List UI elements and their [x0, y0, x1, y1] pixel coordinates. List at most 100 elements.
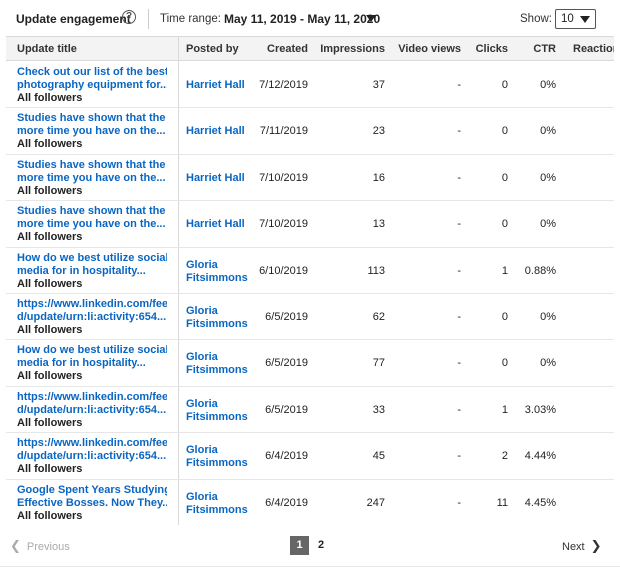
update-title-link[interactable]: Studies have shown that the more time you… — [17, 112, 167, 138]
column-header-impressions[interactable]: Impressions — [320, 43, 385, 55]
ctr-value: 3.03% — [524, 403, 556, 416]
ctr-value: 0% — [540, 125, 556, 138]
ctr-value: 0% — [540, 311, 556, 323]
divider — [0, 566, 620, 567]
update-title-link[interactable]: https://www.linkedin.com/fee d/update/urn… — [17, 391, 167, 417]
table-row[interactable]: https://www.linkedin.com/fee d/update/urn… — [6, 387, 614, 434]
video-views-value: - — [457, 79, 461, 91]
column-header-video-views[interactable]: Video views — [398, 43, 461, 55]
video-views-value: - — [457, 311, 461, 323]
page-1-button[interactable]: 1 — [290, 536, 309, 555]
impressions-value: 37 — [372, 79, 385, 91]
created-date: 7/12/2019 — [259, 79, 308, 91]
clicks-value: 0 — [501, 125, 508, 138]
chevron-left-icon: ❮ — [10, 538, 21, 553]
caret-down-icon[interactable] — [366, 15, 376, 22]
ctr-value: 0% — [540, 357, 556, 370]
update-title-link[interactable]: https://www.linkedin.com/fee d/update/urn… — [17, 437, 167, 463]
posted-by-link[interactable]: Harriet Hall — [186, 125, 245, 138]
time-range-label: Time range: — [160, 13, 221, 25]
show-count-select[interactable]: 10 — [555, 9, 596, 29]
update-title-link[interactable]: Google Spent Years Studying Effective Bos… — [17, 484, 167, 510]
poster-name-line: Fitsimmons — [186, 318, 248, 330]
video-views-value: - — [457, 125, 461, 138]
created-date: 7/10/2019 — [259, 171, 308, 184]
clicks-value: 0 — [501, 311, 508, 323]
impressions-value: 113 — [367, 264, 385, 277]
update-title-line: https://www.linkedin.com/fee — [17, 437, 167, 450]
posted-by-link[interactable]: Gloria Fitsimmons — [186, 398, 248, 424]
impressions-value: 77 — [372, 357, 385, 370]
column-header-created[interactable]: Created — [267, 43, 308, 55]
created-date: 6/5/2019 — [265, 357, 308, 370]
posted-by-link[interactable]: Gloria Fitsimmons — [186, 491, 248, 517]
poster-name-line: Fitsimmons — [186, 364, 248, 377]
column-header-ctr[interactable]: CTR — [533, 43, 556, 55]
poster-name-line: Fitsimmons — [186, 271, 248, 284]
previous-button[interactable]: ❮ Previous — [10, 538, 70, 554]
poster-name-line: Gloria — [186, 490, 218, 503]
column-header-title[interactable]: Update title — [17, 43, 77, 55]
update-title-link[interactable]: How do we best utilize social media for i… — [17, 344, 167, 370]
update-title-link[interactable]: How do we best utilize social media for i… — [17, 252, 167, 278]
impressions-value: 16 — [372, 171, 385, 184]
time-range-dropdown[interactable]: May 11, 2019 - May 11, 2020 — [224, 12, 381, 26]
update-title-link[interactable]: Studies have shown that the more time you… — [17, 205, 167, 231]
table-header: Update title Posted by Created Impressio… — [6, 37, 614, 61]
ctr-value: 4.44% — [524, 450, 556, 463]
posted-by-link[interactable]: Gloria Fitsimmons — [186, 444, 248, 470]
clicks-value: 11 — [496, 496, 508, 509]
posted-by-link[interactable]: Harriet Hall — [186, 218, 245, 231]
poster-name-line: Fitsimmons — [186, 457, 248, 470]
table-row[interactable]: Google Spent Years Studying Effective Bos… — [6, 480, 614, 525]
help-icon[interactable]: ? — [122, 10, 136, 24]
audience-label: All followers — [17, 416, 83, 429]
page-2-button[interactable]: 2 — [318, 539, 325, 551]
table-row[interactable]: Studies have shown that the more time you… — [6, 201, 614, 248]
created-date: 6/10/2019 — [259, 264, 308, 277]
audience-label: All followers — [17, 463, 83, 476]
table-row[interactable]: https://www.linkedin.com/fee d/update/urn… — [6, 294, 614, 341]
table-row[interactable]: How do we best utilize social media for i… — [6, 340, 614, 387]
clicks-value: 0 — [501, 357, 508, 370]
posted-by-link[interactable]: Gloria Fitsimmons — [186, 351, 248, 377]
ctr-value: 0.88% — [524, 264, 556, 277]
table-row[interactable]: Check out our list of the best photograph… — [6, 62, 614, 109]
update-title-link[interactable]: Check out our list of the best photograph… — [17, 66, 167, 92]
audience-label: All followers — [17, 370, 83, 383]
table-row[interactable]: https://www.linkedin.com/fee d/update/urn… — [6, 433, 614, 480]
show-count-value: 10 — [561, 13, 574, 25]
update-title-line: media for in hospitality... — [17, 357, 146, 370]
ctr-value: 0% — [540, 171, 556, 184]
impressions-value: 45 — [372, 450, 385, 463]
clicks-value: 1 — [501, 403, 508, 416]
video-views-value: - — [457, 450, 461, 463]
posted-by-link[interactable]: Harriet Hall — [186, 79, 245, 92]
audience-label: All followers — [17, 509, 83, 522]
engagement-table: Update title Posted by Created Impressio… — [6, 36, 614, 525]
next-label: Next — [562, 541, 585, 553]
next-button[interactable]: Next ❯ — [562, 538, 602, 554]
update-title-link[interactable]: Studies have shown that the more time you… — [17, 159, 167, 185]
impressions-value: 247 — [366, 496, 385, 509]
poster-name-line: Gloria — [186, 397, 218, 410]
table-row[interactable]: How do we best utilize social media for i… — [6, 248, 614, 294]
update-title-link[interactable]: https://www.linkedin.com/fee d/update/urn… — [17, 298, 167, 324]
column-header-reactions[interactable]: Reaction — [573, 43, 614, 55]
video-views-value: - — [457, 264, 461, 277]
update-title-line: How do we best utilize social — [17, 344, 167, 357]
posted-by-link[interactable]: Gloria Fitsimmons — [186, 259, 248, 285]
poster-name-line: Gloria — [186, 351, 218, 364]
created-date: 6/4/2019 — [265, 496, 308, 509]
video-views-value: - — [457, 218, 461, 231]
column-header-posted-by[interactable]: Posted by — [186, 43, 239, 55]
table-row[interactable]: Studies have shown that the more time you… — [6, 155, 614, 202]
clicks-value: 1 — [501, 264, 508, 277]
posted-by-link[interactable]: Gloria Fitsimmons — [186, 305, 248, 331]
posted-by-link[interactable]: Harriet Hall — [186, 172, 245, 185]
table-row[interactable]: Studies have shown that the more time you… — [6, 108, 614, 155]
poster-name-line: Fitsimmons — [186, 503, 248, 516]
column-header-clicks[interactable]: Clicks — [475, 43, 508, 55]
poster-name-line: Gloria — [186, 305, 218, 317]
update-title-line: d/update/urn:li:activity:654... — [17, 311, 167, 323]
